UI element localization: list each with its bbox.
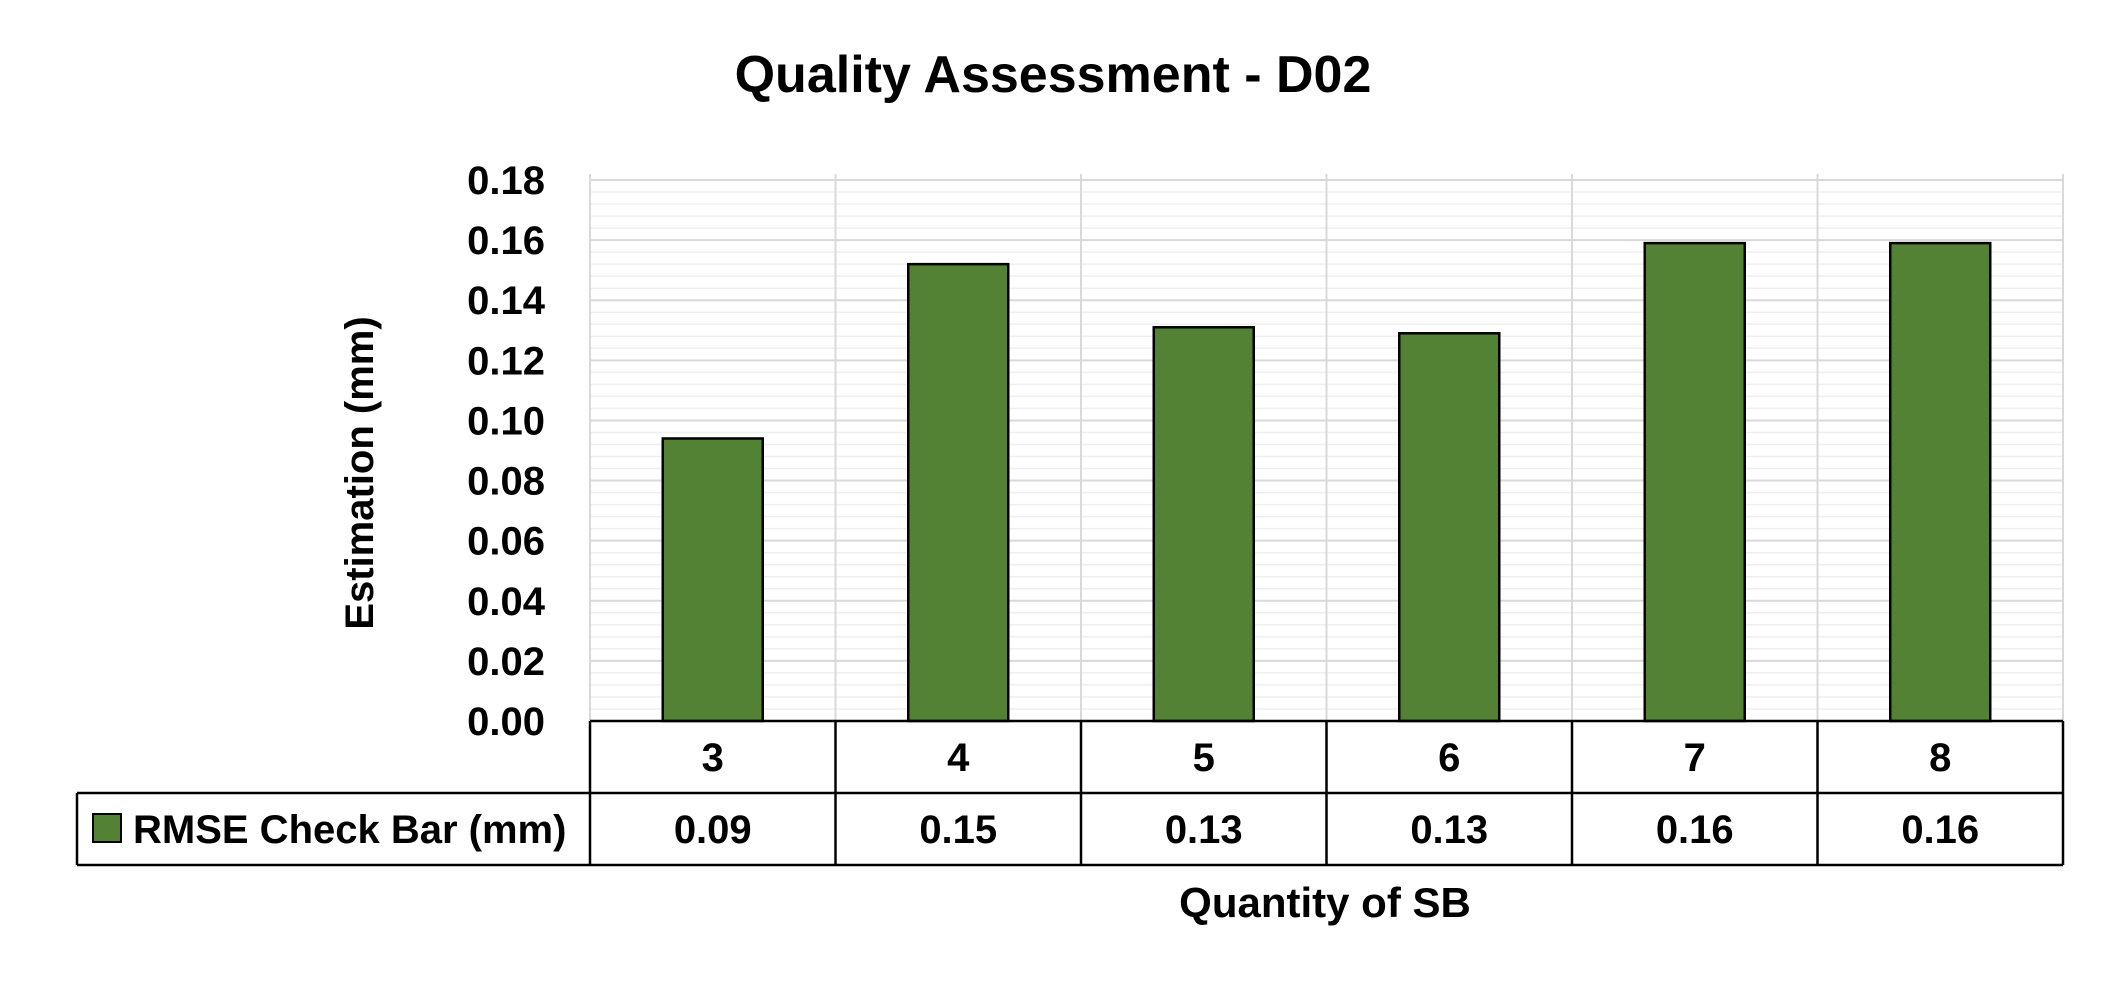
- legend-label: RMSE Check Bar (mm): [133, 808, 566, 852]
- data-label: 0.13: [1165, 808, 1243, 852]
- x-category-label: 6: [1438, 736, 1460, 780]
- y-tick-label: 0.06: [467, 520, 545, 564]
- bar: [907, 262, 1010, 723]
- y-axis-tick-labels: 0.00 0.02 0.04 0.06 0.08 0.10 0.12 0.14 0.16 0.18: [467, 159, 546, 744]
- x-category-label: 8: [1929, 736, 1951, 780]
- y-tick-label: 0.08: [467, 460, 545, 504]
- data-table: 3 0.09 4 0.15 5 0.13 6 0.13 7 0.16 8 0.16 RMSE Check…: [75, 719, 2065, 867]
- y-tick-label: 0.12: [467, 339, 545, 383]
- y-tick-label: 0.10: [467, 399, 545, 443]
- data-label: 0.09: [674, 808, 752, 852]
- data-label: 0.15: [919, 808, 997, 852]
- x-category-label: 3: [702, 736, 724, 780]
- data-label: 0.16: [1901, 808, 1979, 852]
- y-tick-label: 0.00: [467, 700, 545, 744]
- y-tick-label: 0.04: [467, 580, 546, 624]
- vertical-gridlines: [589, 174, 2064, 721]
- bar: [1152, 326, 1255, 723]
- y-tick-label: 0.16: [467, 219, 545, 263]
- y-axis-label: Estimation (mm): [338, 316, 382, 629]
- y-tick-label: 0.02: [467, 640, 545, 684]
- y-tick-label: 0.18: [467, 159, 545, 203]
- chart-title: Quality Assessment - D02: [735, 46, 1372, 104]
- bars: [661, 241, 1992, 723]
- bar: [661, 437, 764, 723]
- x-category-label: 4: [947, 736, 970, 780]
- x-category-label: 5: [1193, 736, 1215, 780]
- legend-key: [92, 813, 122, 843]
- bar: [1889, 241, 1992, 723]
- data-label: 0.16: [1656, 808, 1734, 852]
- bar: [1643, 241, 1746, 723]
- bar: [1398, 332, 1501, 723]
- x-category-label: 7: [1684, 736, 1706, 780]
- y-tick-label: 0.14: [467, 279, 546, 323]
- data-label: 0.13: [1410, 808, 1488, 852]
- x-axis-label: Quantity of SB: [1179, 879, 1471, 926]
